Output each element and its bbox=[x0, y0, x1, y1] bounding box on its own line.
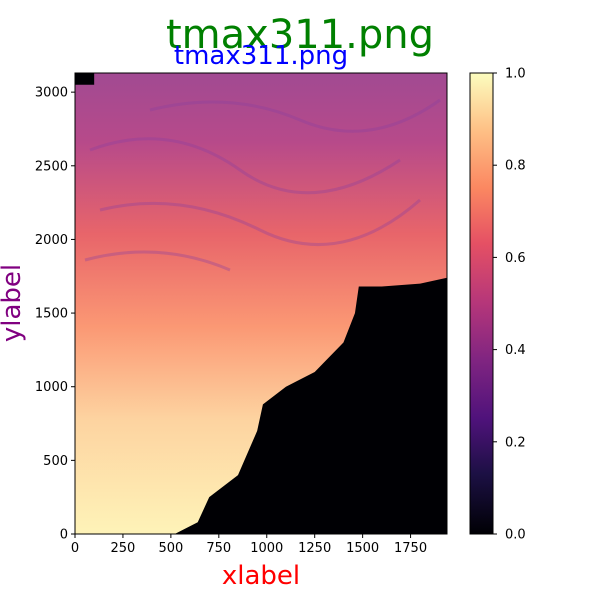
y-tick-label: 1000 bbox=[35, 380, 68, 395]
suptitle: tmax311.png bbox=[166, 12, 434, 58]
heatmap-area bbox=[75, 73, 447, 534]
heatmap-texture bbox=[84, 98, 441, 272]
plot-frame bbox=[74, 72, 448, 535]
colorbar-tick-label: 1.0 bbox=[505, 67, 526, 82]
y-tick-label: 0 bbox=[60, 528, 68, 543]
y-tick-label: 3000 bbox=[35, 86, 68, 101]
x-tick-label: 0 bbox=[71, 541, 79, 556]
y-tick-label: 500 bbox=[43, 454, 68, 469]
x-tick-label: 500 bbox=[158, 541, 183, 556]
x-tick-label: 1750 bbox=[394, 541, 427, 556]
colorbar-tick-label: 0.8 bbox=[505, 159, 526, 174]
colorbar-tick-label: 0.6 bbox=[505, 251, 526, 266]
colorbar-ticks: 0.0 0.2 0.4 0.6 0.8 1.0 bbox=[493, 67, 526, 543]
x-axis-ticks: 0 250 500 750 1000 1250 1500 1750 bbox=[71, 534, 427, 556]
y-tick-label: 2500 bbox=[35, 159, 68, 174]
plot-title: tmax311.png bbox=[174, 41, 348, 71]
y-tick-label: 2000 bbox=[35, 233, 68, 248]
colorbar-tick-label: 0.4 bbox=[505, 343, 526, 358]
y-axis-label: ylabel bbox=[0, 264, 27, 342]
x-tick-label: 250 bbox=[111, 541, 136, 556]
y-tick-label: 1500 bbox=[35, 307, 68, 322]
x-tick-label: 1500 bbox=[346, 541, 379, 556]
colorbar-tick-label: 0.0 bbox=[505, 528, 526, 543]
x-tick-label: 1250 bbox=[298, 541, 331, 556]
x-axis-label: xlabel bbox=[222, 561, 300, 591]
colorbar bbox=[469, 72, 494, 535]
x-tick-label: 750 bbox=[206, 541, 231, 556]
x-tick-label: 1000 bbox=[250, 541, 283, 556]
colorbar-tick-label: 0.2 bbox=[505, 435, 526, 450]
no-data-region bbox=[174, 277, 447, 534]
y-axis-ticks: 0 500 1000 1500 2000 2500 3000 bbox=[35, 86, 75, 543]
no-data-corner bbox=[75, 73, 95, 85]
